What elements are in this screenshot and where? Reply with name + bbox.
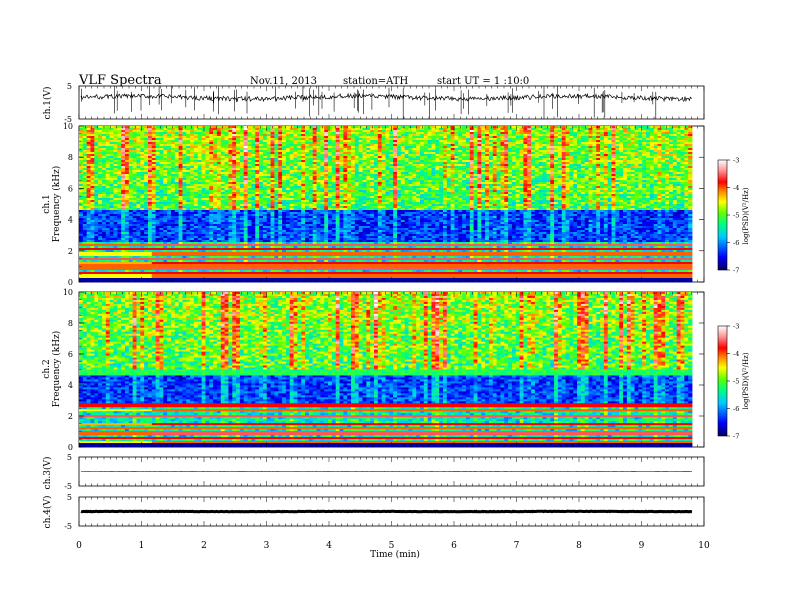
ch1-spectrogram — [79, 126, 692, 282]
date-label: Nov.11, 2013 — [250, 76, 317, 87]
station-label: station=ATH — [343, 76, 409, 87]
start-time-label: start UT = 1 :10:0 — [437, 76, 529, 87]
